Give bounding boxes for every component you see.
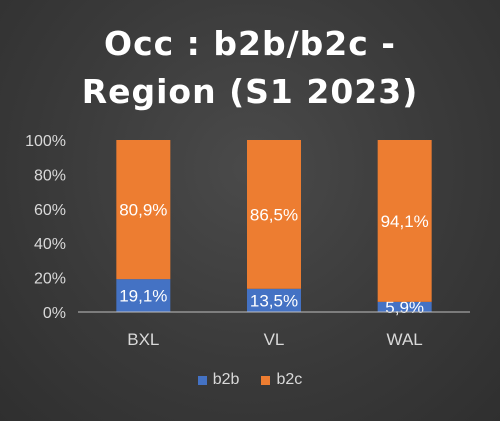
chart-title-line-1: Occ : b2b/b2c - xyxy=(104,24,396,63)
chart-title: Occ : b2b/b2c - Region (S1 2023) xyxy=(0,20,500,116)
bar-b2c-bxl xyxy=(116,140,171,280)
x-category-label: VL xyxy=(264,330,285,349)
y-tick-label: 100% xyxy=(25,133,66,150)
y-tick-label: 40% xyxy=(34,236,66,253)
y-tick-label: 80% xyxy=(34,167,66,184)
bar-b2b-wal xyxy=(377,301,432,312)
bar-b2c-vl xyxy=(247,140,301,289)
y-tick-label: 0% xyxy=(43,305,66,322)
legend-label-b2b: b2b xyxy=(212,371,240,388)
data-label-b2c-bxl: 80,9% xyxy=(119,201,167,220)
bar-b2c-wal xyxy=(377,140,432,302)
data-label-b2b-vl: 13,5% xyxy=(250,291,298,310)
data-label-b2c-vl: 86,5% xyxy=(250,205,298,224)
legend-swatch-b2c xyxy=(261,375,271,385)
chart-title-line-2: Region (S1 2023) xyxy=(81,72,419,111)
bar-b2b-vl xyxy=(247,288,301,312)
x-category-label: BXL xyxy=(127,330,159,349)
x-category-label: WAL xyxy=(387,330,423,349)
legend-label-b2c: b2c xyxy=(276,371,303,388)
legend-swatch-b2b xyxy=(197,375,207,385)
y-tick-label: 60% xyxy=(34,202,66,219)
data-label-b2c-wal: 94,1% xyxy=(381,212,429,231)
legend-item-b2b: b2b xyxy=(197,371,240,389)
y-tick-label: 20% xyxy=(34,271,66,288)
data-label-b2b-bxl: 19,1% xyxy=(119,287,167,306)
legend-item-b2c: b2c xyxy=(261,371,302,389)
chart-legend: b2b b2c xyxy=(0,371,500,389)
bar-b2b-bxl xyxy=(116,279,171,312)
